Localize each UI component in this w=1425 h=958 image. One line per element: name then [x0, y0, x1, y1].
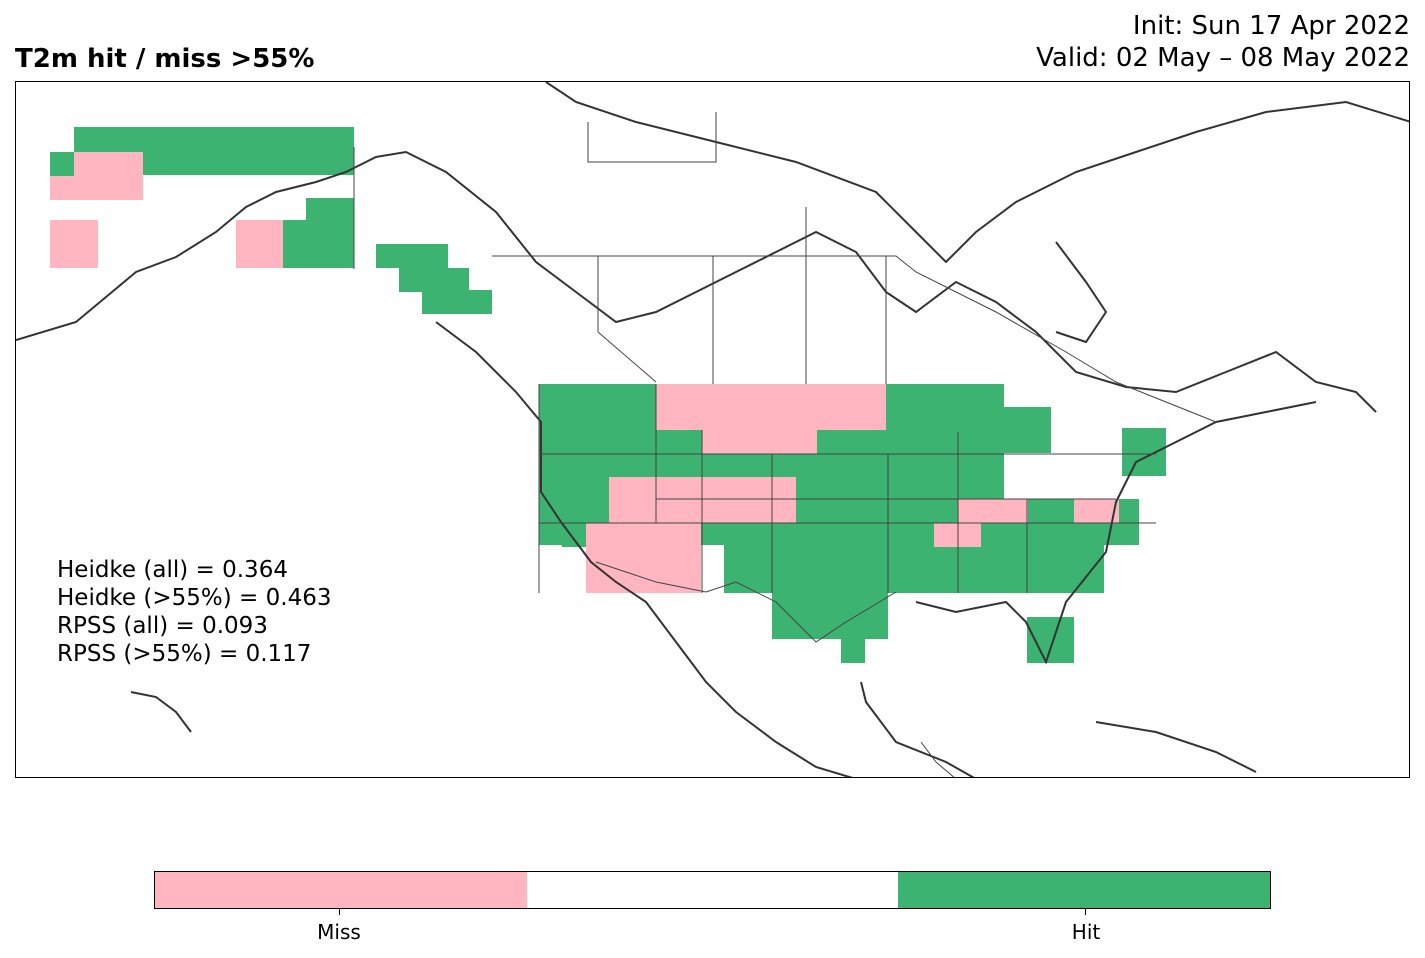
init-date: Init: Sun 17 Apr 2022 — [1132, 11, 1410, 41]
colorbar-miss — [155, 872, 527, 908]
miss-cell — [50, 220, 98, 268]
borders — [353, 112, 1217, 777]
hit-cell — [422, 290, 492, 314]
hit-cell — [283, 220, 354, 268]
colorbar-tick-hit — [1085, 909, 1086, 915]
miss-cell — [236, 220, 283, 268]
colorbar-neutral — [526, 872, 899, 908]
alaska-cells — [50, 127, 492, 314]
hit-cell — [772, 593, 888, 639]
colorbar-tick-miss — [339, 909, 340, 915]
heidke-threshold: Heidke (>55%) = 0.463 — [57, 585, 332, 611]
hit-cell — [562, 523, 586, 547]
rpss-threshold: RPSS (>55%) = 0.117 — [57, 641, 312, 667]
map-panel — [15, 81, 1410, 778]
rpss-all: RPSS (all) = 0.093 — [57, 613, 268, 639]
hit-cell — [1004, 407, 1051, 453]
heidke-all: Heidke (all) = 0.364 — [57, 557, 288, 583]
colorbar-label-hit: Hit — [1071, 920, 1101, 944]
miss-cell — [702, 430, 817, 454]
hit-cell — [50, 152, 74, 176]
map-canvas — [16, 82, 1409, 777]
hit-cell — [399, 268, 469, 292]
hit-cell — [306, 198, 354, 222]
map-title: T2m hit / miss >55% — [15, 44, 315, 74]
colorbar-label-miss: Miss — [317, 920, 361, 944]
date-info: Init: Sun 17 Apr 2022 Valid: 02 May – 08… — [1036, 10, 1410, 74]
hit-cell — [376, 244, 448, 268]
hit-cell — [841, 639, 865, 663]
hit-cell — [724, 523, 1104, 593]
colorbar-hit — [898, 872, 1271, 908]
miss-cell — [1074, 499, 1119, 523]
miss-cell — [958, 499, 1028, 523]
colorbar — [154, 871, 1271, 909]
miss-cell — [586, 523, 701, 593]
skill-scores: Heidke (all) = 0.364 Heidke (>55%) = 0.4… — [57, 556, 331, 668]
hit-cell — [1122, 428, 1166, 476]
hit-cell — [702, 454, 746, 477]
valid-range: Valid: 02 May – 08 May 2022 — [1036, 43, 1410, 73]
miss-cell — [656, 384, 886, 430]
